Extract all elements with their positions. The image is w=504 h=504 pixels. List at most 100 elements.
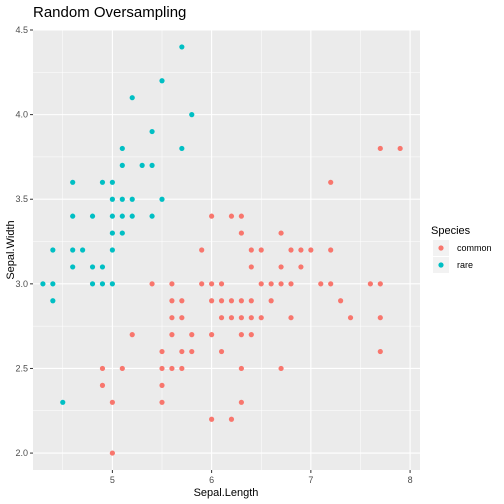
data-point-rare: [179, 44, 185, 50]
data-point-rare: [139, 162, 145, 168]
data-point-common: [238, 399, 244, 405]
data-point-rare: [50, 247, 56, 253]
legend-swatch: [438, 262, 444, 268]
data-point-common: [278, 230, 284, 236]
data-point-common: [328, 179, 334, 185]
data-point-rare: [109, 196, 115, 202]
data-point-rare: [129, 95, 135, 101]
data-point-common: [228, 298, 235, 304]
data-point-rare: [119, 145, 125, 152]
legend-swatch: [438, 245, 444, 251]
data-point-rare: [50, 281, 56, 287]
data-point-common: [99, 365, 106, 372]
data-point-rare: [109, 213, 115, 219]
data-point-rare: [119, 230, 125, 236]
data-point-rare: [119, 162, 125, 168]
data-point-rare: [149, 128, 155, 135]
data-point-common: [258, 281, 264, 287]
x-tick-label: 7: [308, 475, 313, 485]
data-point-common: [347, 315, 354, 321]
data-point-common: [268, 298, 274, 304]
data-point-common: [189, 332, 195, 338]
data-point-rare: [129, 213, 135, 219]
data-point-rare: [99, 281, 106, 287]
data-point-rare: [159, 78, 165, 84]
data-point-common: [99, 382, 106, 388]
data-point-common: [228, 315, 235, 321]
data-point-common: [278, 281, 284, 287]
data-point-common: [159, 348, 165, 355]
data-point-common: [149, 281, 155, 287]
data-point-common: [179, 348, 185, 355]
y-tick-label: 2.0: [15, 448, 28, 458]
data-point-rare: [159, 196, 165, 202]
data-point-common: [119, 365, 125, 372]
data-point-common: [209, 332, 215, 338]
x-tick-label: 5: [110, 475, 115, 485]
data-point-rare: [119, 196, 125, 202]
data-point-common: [248, 315, 254, 321]
data-point-common: [209, 298, 215, 304]
x-tick-label: 6: [209, 475, 214, 485]
data-point-common: [248, 264, 254, 270]
data-point-common: [159, 399, 165, 405]
data-point-common: [397, 145, 403, 152]
data-point-common: [268, 281, 274, 287]
data-point-common: [169, 332, 175, 338]
data-point-common: [328, 247, 334, 253]
data-point-common: [238, 213, 244, 219]
data-point-rare: [70, 264, 76, 270]
data-point-common: [169, 298, 175, 304]
chart-title: Random Oversampling: [33, 4, 186, 21]
x-axis: 5 6 7 8: [110, 470, 413, 485]
y-tick-label: 2.5: [15, 363, 28, 373]
data-point-rare: [129, 196, 135, 202]
data-point-common: [199, 247, 205, 253]
data-point-rare: [70, 179, 76, 185]
data-point-common: [367, 281, 373, 287]
data-point-common: [308, 247, 314, 253]
legend-label: rare: [457, 260, 473, 270]
data-point-common: [248, 298, 254, 304]
data-point-rare: [40, 281, 46, 287]
data-point-rare: [109, 179, 115, 185]
data-point-rare: [189, 112, 195, 118]
data-point-common: [328, 281, 334, 287]
data-point-common: [179, 365, 185, 372]
data-point-common: [199, 281, 205, 287]
data-point-common: [159, 365, 165, 372]
data-point-common: [169, 365, 175, 372]
data-point-common: [248, 247, 254, 253]
data-point-rare: [109, 230, 115, 236]
data-point-common: [189, 348, 195, 355]
data-point-common: [209, 281, 215, 287]
data-point-common: [288, 315, 294, 321]
data-point-rare: [149, 213, 155, 219]
data-point-rare: [89, 264, 96, 270]
data-point-rare: [149, 162, 155, 168]
legend-title: Species: [431, 225, 471, 237]
data-point-common: [238, 365, 244, 372]
data-point-common: [377, 145, 383, 152]
data-point-common: [298, 247, 304, 253]
data-point-common: [288, 281, 294, 287]
data-point-common: [238, 298, 244, 304]
data-point-common: [377, 348, 383, 355]
data-point-common: [228, 213, 235, 219]
data-point-common: [318, 281, 324, 287]
data-point-common: [218, 315, 225, 321]
legend-label: common: [457, 243, 492, 253]
data-point-common: [209, 213, 215, 219]
data-point-common: [169, 315, 175, 321]
data-point-common: [169, 281, 175, 287]
data-point-common: [218, 348, 225, 355]
data-point-rare: [89, 281, 96, 287]
data-point-common: [288, 247, 294, 253]
data-point-common: [258, 247, 264, 253]
data-point-rare: [70, 247, 76, 253]
data-point-common: [377, 315, 383, 321]
data-points: [40, 44, 403, 456]
y-axis: 2.0 2.5 3.0 3.5 4.0 4.5: [15, 25, 33, 458]
y-tick-label: 3.5: [15, 194, 28, 204]
